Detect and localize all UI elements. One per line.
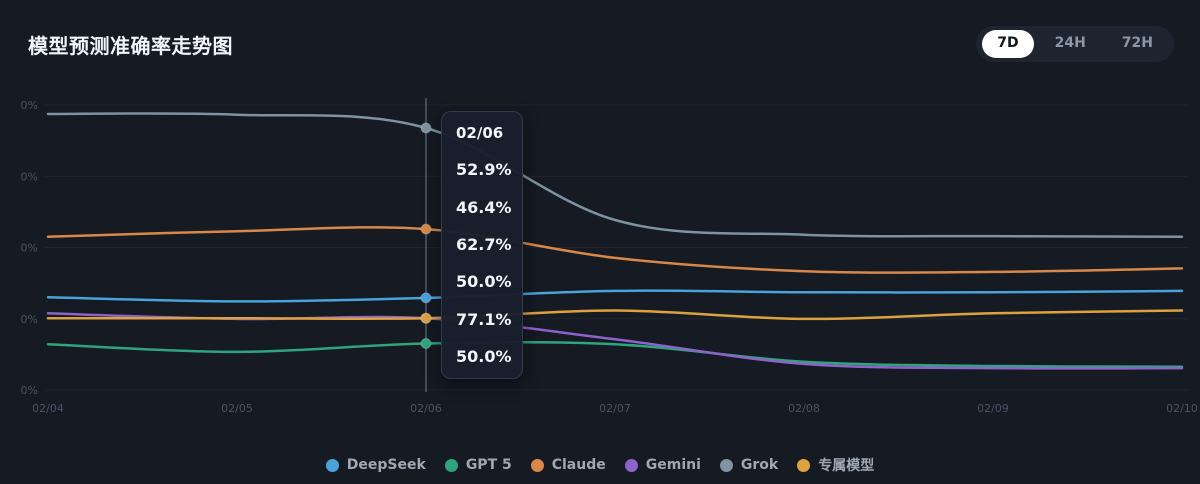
- range-72h-button[interactable]: 72H: [1107, 30, 1168, 57]
- legend-label: Claude: [551, 457, 606, 473]
- highlight-dot-deepseek: [420, 292, 432, 304]
- chart-header: 模型预测准确率走势图 7D 24H 72H: [0, 0, 1200, 70]
- range-7d-button[interactable]: 7D: [982, 30, 1034, 58]
- series-line-deepseek: [46, 289, 1184, 303]
- x-axis-label: 02/09: [977, 402, 1009, 415]
- highlight-dot-exclusive-model: [420, 312, 432, 324]
- page-title: 模型预测准确率走势图: [28, 33, 233, 58]
- legend-dot-exclusive-model: [797, 458, 811, 472]
- x-axis-label: 02/08: [788, 402, 820, 415]
- legend-dot-grok: [719, 458, 733, 472]
- series-line-gpt-5: [46, 340, 1184, 368]
- legend-item-gpt-5[interactable]: GPT 5: [444, 457, 512, 473]
- legend-item-claude[interactable]: Claude: [530, 457, 606, 473]
- legend-label: Grok: [740, 457, 779, 473]
- tooltip-value: 46.4%: [456, 197, 512, 217]
- highlight-dot-claude: [420, 223, 432, 235]
- time-range-toggle: 7D 24H 72H: [976, 26, 1174, 62]
- legend-dot-gemini: [624, 458, 638, 472]
- x-axis-label: 02/10: [1166, 402, 1198, 415]
- legend-label: 专属模型: [818, 458, 875, 474]
- y-axis-label: 0%: [21, 384, 38, 397]
- tooltip-value: 62.7%: [456, 234, 512, 254]
- tooltip-value: 50.0%: [456, 346, 512, 366]
- y-axis-label: 0%: [21, 99, 38, 112]
- tooltip-date: 02/06: [456, 124, 504, 142]
- legend-label: Gemini: [645, 457, 701, 473]
- x-axis-label: 02/04: [32, 402, 64, 415]
- legend-dot-deepseek: [325, 458, 339, 472]
- legend-label: GPT 5: [465, 457, 512, 473]
- chart-legend: DeepSeek GPT 5 Claude Gemini Grok 专属模型: [0, 451, 1200, 479]
- highlight-dot-grok: [420, 122, 432, 134]
- tooltip-value: 77.1%: [456, 309, 512, 329]
- chart-tooltip: 02/06 52.9% 46.4% 62.7% 50.0% 77.1% 50.0…: [441, 111, 523, 379]
- series-line-gemini: [46, 312, 1184, 370]
- tooltip-value: 52.9%: [456, 160, 512, 180]
- x-axis-label: 02/05: [221, 402, 253, 415]
- series-line-grok: [46, 112, 1184, 239]
- tooltip-value: 50.0%: [456, 272, 512, 292]
- legend-item-grok[interactable]: Grok: [719, 457, 779, 473]
- y-axis-label: 0%: [21, 242, 38, 255]
- x-axis-label: 02/07: [599, 402, 631, 415]
- range-24h-button[interactable]: 24H: [1040, 30, 1101, 57]
- y-axis-label: 0%: [21, 170, 38, 183]
- legend-item-deepseek[interactable]: DeepSeek: [325, 457, 426, 473]
- legend-item-exclusive-model[interactable]: 专属模型: [797, 455, 874, 475]
- x-axis-label: 02/06: [410, 402, 442, 415]
- legend-dot-claude: [530, 458, 544, 472]
- y-axis-label: 0%: [21, 313, 38, 326]
- legend-item-gemini[interactable]: Gemini: [624, 457, 701, 473]
- series-line-claude: [46, 226, 1184, 274]
- series-line-exclusive-model: [46, 309, 1184, 321]
- legend-label: DeepSeek: [346, 457, 426, 473]
- highlight-dot-gpt-5: [420, 338, 432, 349]
- legend-dot-gpt-5: [444, 458, 458, 472]
